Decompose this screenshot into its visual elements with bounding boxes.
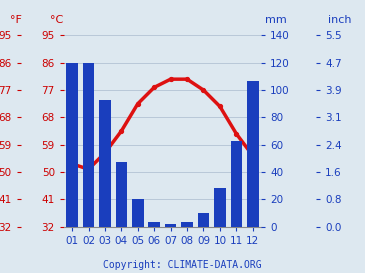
- Bar: [116, 162, 127, 227]
- Bar: [149, 222, 160, 227]
- Bar: [99, 100, 111, 227]
- Bar: [198, 213, 209, 227]
- Bar: [132, 199, 143, 227]
- Text: inch: inch: [328, 14, 351, 25]
- Bar: [214, 188, 226, 227]
- Text: °C: °C: [50, 14, 63, 25]
- Bar: [181, 222, 193, 227]
- Bar: [165, 224, 176, 227]
- Bar: [83, 63, 94, 227]
- Bar: [66, 63, 78, 227]
- Text: °F: °F: [11, 14, 22, 25]
- Bar: [231, 141, 242, 227]
- Text: Copyright: CLIMATE-DATA.ORG: Copyright: CLIMATE-DATA.ORG: [103, 260, 262, 270]
- Text: mm: mm: [265, 14, 287, 25]
- Bar: [247, 81, 258, 227]
